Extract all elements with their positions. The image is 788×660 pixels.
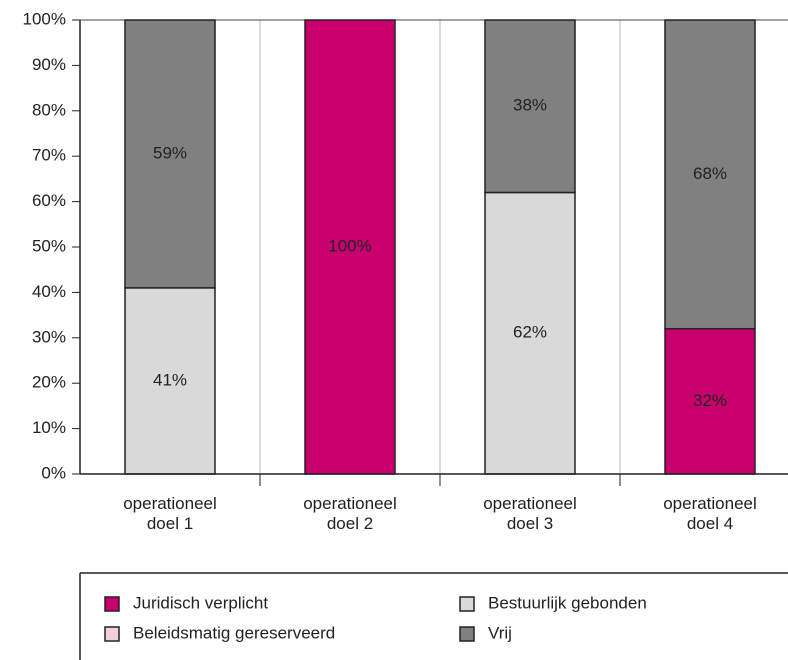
- y-tick-label: 20%: [32, 373, 66, 392]
- data-label: 100%: [328, 236, 371, 255]
- x-tick-label: operationeel doel 4: [663, 494, 757, 533]
- y-tick-label: 30%: [32, 327, 66, 346]
- bar-segment: [664, 327, 756, 475]
- legend-swatch: [104, 626, 120, 642]
- data-label: 41%: [153, 370, 187, 389]
- bar-segment: [304, 19, 396, 475]
- bar-segment: [124, 19, 216, 289]
- data-label: 32%: [693, 391, 727, 410]
- bar-segment: [484, 191, 576, 475]
- data-label: 62%: [513, 323, 547, 342]
- legend-label: Beleidsmatig gereserveerd: [133, 623, 335, 642]
- x-tick-label: operationeel doel 3: [483, 494, 577, 533]
- y-tick-label: 80%: [32, 100, 66, 119]
- legend-swatch: [104, 596, 120, 612]
- data-label: 68%: [693, 164, 727, 183]
- y-tick-label: 70%: [32, 146, 66, 165]
- legend-label: Bestuurlijk gebonden: [488, 593, 647, 612]
- x-tick-label: operationeel doel 1: [123, 494, 217, 533]
- x-tick-label: operationeel doel 2: [303, 494, 397, 533]
- y-tick-label: 90%: [32, 55, 66, 74]
- bar-segment: [124, 287, 216, 475]
- legend-label: Juridisch verplicht: [133, 593, 268, 612]
- legend-label: Vrij: [488, 623, 512, 642]
- legend-swatch: [459, 626, 475, 642]
- y-tick-label: 100%: [23, 9, 66, 28]
- bar-segment: [484, 19, 576, 194]
- y-tick-label: 60%: [32, 191, 66, 210]
- data-label: 59%: [153, 143, 187, 162]
- y-tick-label: 40%: [32, 282, 66, 301]
- y-tick-label: 10%: [32, 418, 66, 437]
- legend-swatch: [459, 596, 475, 612]
- y-tick-label: 0%: [41, 463, 66, 482]
- bar-segment: [664, 19, 756, 330]
- y-tick-label: 50%: [32, 236, 66, 255]
- data-label: 38%: [513, 96, 547, 115]
